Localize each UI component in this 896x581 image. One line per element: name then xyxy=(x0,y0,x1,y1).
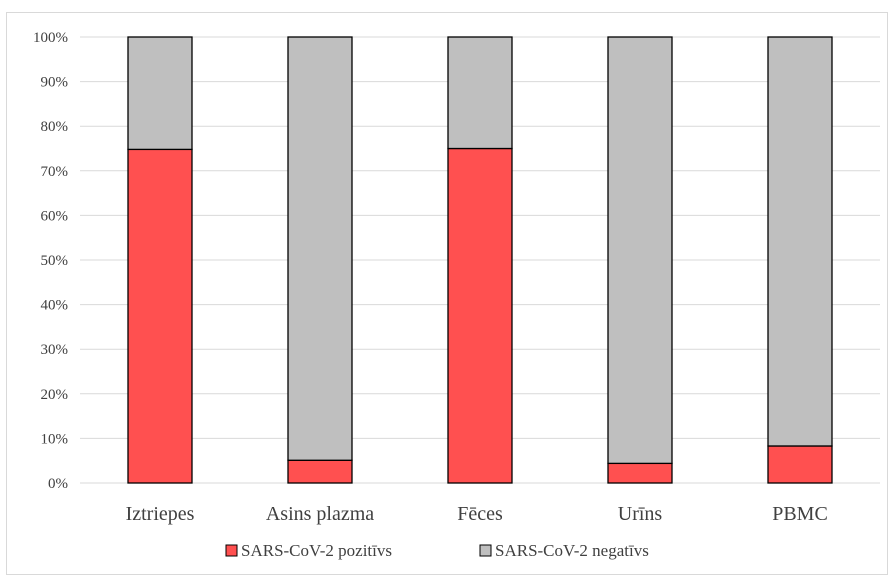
legend-label: SARS-CoV-2 pozitīvs xyxy=(241,541,392,560)
bar-segment-negative xyxy=(607,36,673,465)
x-tick-label: PBMC xyxy=(772,503,828,525)
y-tick-label: 100% xyxy=(33,30,68,46)
y-tick-label: 10% xyxy=(41,431,69,447)
bar-segment-positive xyxy=(607,462,673,484)
legend-swatch xyxy=(225,544,238,557)
bars xyxy=(127,36,833,484)
legend-label: SARS-CoV-2 negatīvs xyxy=(495,541,649,560)
y-tick-label: 80% xyxy=(41,119,69,135)
bar-segment-positive xyxy=(127,148,193,484)
bar-segment-positive xyxy=(447,147,513,484)
y-tick-label: 20% xyxy=(41,387,69,403)
y-tick-label: 30% xyxy=(41,342,69,358)
y-tick-label: 90% xyxy=(41,75,69,91)
x-tick-label: Asins plazma xyxy=(266,503,374,525)
legend-swatch xyxy=(479,544,492,557)
x-axis-ticks: Iztriepes Asins plazma Fēces Urīns PBMC xyxy=(126,503,828,525)
bar-segment-positive xyxy=(767,445,833,484)
x-tick-label: Fēces xyxy=(457,503,503,525)
bar-segment-negative xyxy=(287,36,353,461)
bar-segment-positive xyxy=(287,459,353,484)
y-tick-label: 40% xyxy=(41,298,69,314)
y-tick-label: 50% xyxy=(41,253,69,269)
bar-segment-negative xyxy=(447,36,513,150)
x-tick-label: Iztriepes xyxy=(126,503,195,525)
y-axis-ticks: 0% 10% 20% 30% 40% 50% 60% 70% 80% 90% 100% xyxy=(33,30,68,492)
bar-segment-negative xyxy=(127,36,193,151)
y-tick-label: 70% xyxy=(41,164,69,180)
x-tick-label: Urīns xyxy=(618,503,663,525)
legend: SARS-CoV-2 pozitīvs SARS-CoV-2 negatīvs xyxy=(225,541,649,560)
y-tick-label: 0% xyxy=(48,476,68,492)
bar-segment-negative xyxy=(767,36,833,447)
y-tick-label: 60% xyxy=(41,208,69,224)
